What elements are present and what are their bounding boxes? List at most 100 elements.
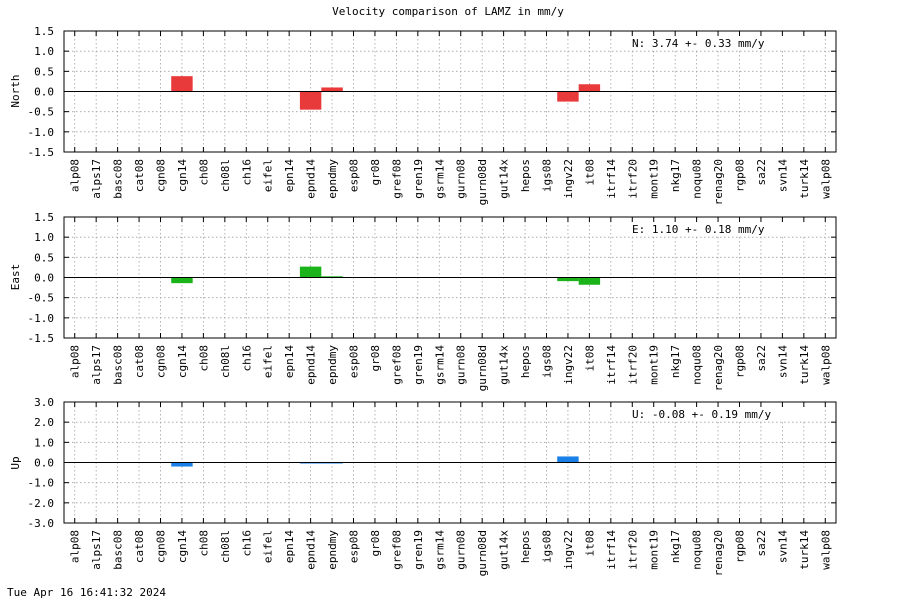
x-tick-label: walp08	[819, 530, 832, 570]
x-tick-label: hepos	[519, 345, 532, 378]
x-tick-label: gurn08d	[476, 530, 489, 576]
annotation-background	[628, 407, 806, 421]
bar-epnd14	[299, 266, 322, 278]
x-tick-label: epndmy	[326, 159, 339, 199]
annotation-background	[628, 36, 806, 50]
x-tick-label: mont19	[648, 345, 661, 385]
x-tick-label: gurn08	[455, 345, 468, 385]
y-tick-label: -3.0	[28, 517, 55, 530]
x-tick-label: epndmy	[326, 345, 339, 385]
x-tick-label: turk14	[798, 345, 811, 385]
x-tick-label: cat08	[133, 159, 146, 192]
x-tick-label: nkg17	[669, 530, 682, 563]
x-tick-label: eifel	[262, 530, 275, 563]
x-tick-label: itrf14	[605, 345, 618, 385]
plot-frame	[63, 401, 837, 524]
x-tick-label: esp08	[348, 530, 361, 563]
y-tick-label: -1.5	[28, 146, 55, 159]
x-tick-label: gref08	[390, 159, 403, 199]
bar-cgn14	[171, 462, 193, 467]
x-tick-label: noqu08	[691, 159, 704, 199]
x-tick-label: cgn14	[176, 530, 189, 563]
x-tick-label: igs08	[541, 530, 554, 563]
x-tick-label: sa22	[755, 345, 768, 372]
y-tick-label: -0.5	[28, 106, 55, 119]
x-tick-label: itrf14	[605, 159, 618, 199]
x-tick-label: igs08	[541, 159, 554, 192]
velocity-annotation: U: -0.08 +- 0.19 mm/y	[632, 408, 771, 421]
x-tick-label: gr08	[369, 159, 382, 186]
x-tick-label: epn14	[283, 159, 296, 192]
x-tick-label: cgn08	[155, 530, 168, 563]
y-tick-label: 1.0	[34, 436, 54, 449]
x-tick-label: igs08	[541, 345, 554, 378]
x-tick-label: ch08l	[219, 159, 232, 192]
x-tick-label: basc08	[112, 345, 125, 385]
chart-title: Velocity comparison of LAMZ in mm/y	[332, 5, 564, 18]
y-tick-label: -1.0	[28, 312, 55, 325]
x-tick-label: sa22	[755, 159, 768, 186]
x-tick-label: renag20	[712, 345, 725, 391]
x-tick-label: epnd14	[305, 345, 318, 385]
y-tick-label: 0.0	[34, 272, 54, 285]
y-tick-label: 1.5	[34, 211, 54, 224]
x-tick-label: hepos	[519, 530, 532, 563]
x-tick-label: itrf20	[626, 530, 639, 570]
y-tick-label: -1.5	[28, 332, 55, 345]
x-tick-label: cat08	[133, 345, 146, 378]
x-tick-label: gut14x	[498, 159, 511, 199]
x-tick-label: mont19	[648, 159, 661, 199]
x-tick-label: noqu08	[691, 530, 704, 570]
velocity-annotation: E: 1.10 +- 0.18 mm/y	[632, 223, 765, 236]
x-tick-label: ch08	[197, 345, 210, 372]
x-tick-label: basc08	[112, 159, 125, 199]
x-tick-label: gref08	[390, 345, 403, 385]
x-tick-label: ch16	[240, 530, 253, 557]
x-tick-label: gren19	[412, 530, 425, 570]
bar-cgn14	[171, 277, 193, 284]
bar-epnd14	[299, 91, 322, 110]
bar-it08	[578, 277, 601, 285]
y-tick-label: -0.5	[28, 292, 55, 305]
y-tick-label: 3.0	[34, 396, 54, 409]
y-tick-label: 0.0	[34, 457, 54, 470]
x-tick-label: ch08l	[219, 530, 232, 563]
x-tick-label: gut14x	[498, 345, 511, 385]
bar-it08	[578, 84, 601, 92]
x-tick-label: eifel	[262, 159, 275, 192]
y-tick-label: 2.0	[34, 416, 54, 429]
x-tick-label: gsrm14	[433, 159, 446, 199]
bar-epnd14	[299, 462, 322, 464]
x-tick-label: ch16	[240, 345, 253, 372]
y-tick-label: 0.0	[34, 86, 54, 99]
plot-frame	[63, 30, 837, 153]
x-tick-label: turk14	[798, 530, 811, 570]
x-tick-label: nkg17	[669, 159, 682, 192]
x-tick-label: ch08l	[219, 345, 232, 378]
bar-ingv22	[557, 91, 579, 102]
x-tick-label: alps17	[90, 159, 103, 199]
x-tick-label: sa22	[755, 530, 768, 557]
x-tick-label: epn14	[283, 530, 296, 563]
x-tick-label: gurn08	[455, 159, 468, 199]
x-tick-label: ch16	[240, 159, 253, 186]
x-tick-label: walp08	[819, 345, 832, 385]
x-tick-label: ch08	[197, 159, 210, 186]
x-tick-label: ingv22	[562, 345, 575, 385]
x-tick-label: it08	[583, 530, 596, 557]
y-tick-label: 1.0	[34, 231, 54, 244]
x-tick-label: alp08	[69, 345, 82, 378]
x-tick-label: nkg17	[669, 345, 682, 378]
y-tick-label: 0.5	[34, 65, 54, 78]
bar-epndmy	[321, 462, 343, 464]
x-tick-label: gurn08d	[476, 345, 489, 391]
bar-epndmy	[321, 276, 343, 278]
timestamp: Tue Apr 16 16:41:32 2024	[7, 586, 166, 599]
y-axis-label: North	[9, 74, 22, 107]
x-tick-label: renag20	[712, 159, 725, 205]
x-tick-label: epndmy	[326, 530, 339, 570]
x-tick-label: cgn14	[176, 345, 189, 378]
x-tick-label: svn14	[776, 159, 789, 192]
y-tick-label: 0.5	[34, 251, 54, 264]
velocity-annotation: N: 3.74 +- 0.33 mm/y	[632, 37, 765, 50]
